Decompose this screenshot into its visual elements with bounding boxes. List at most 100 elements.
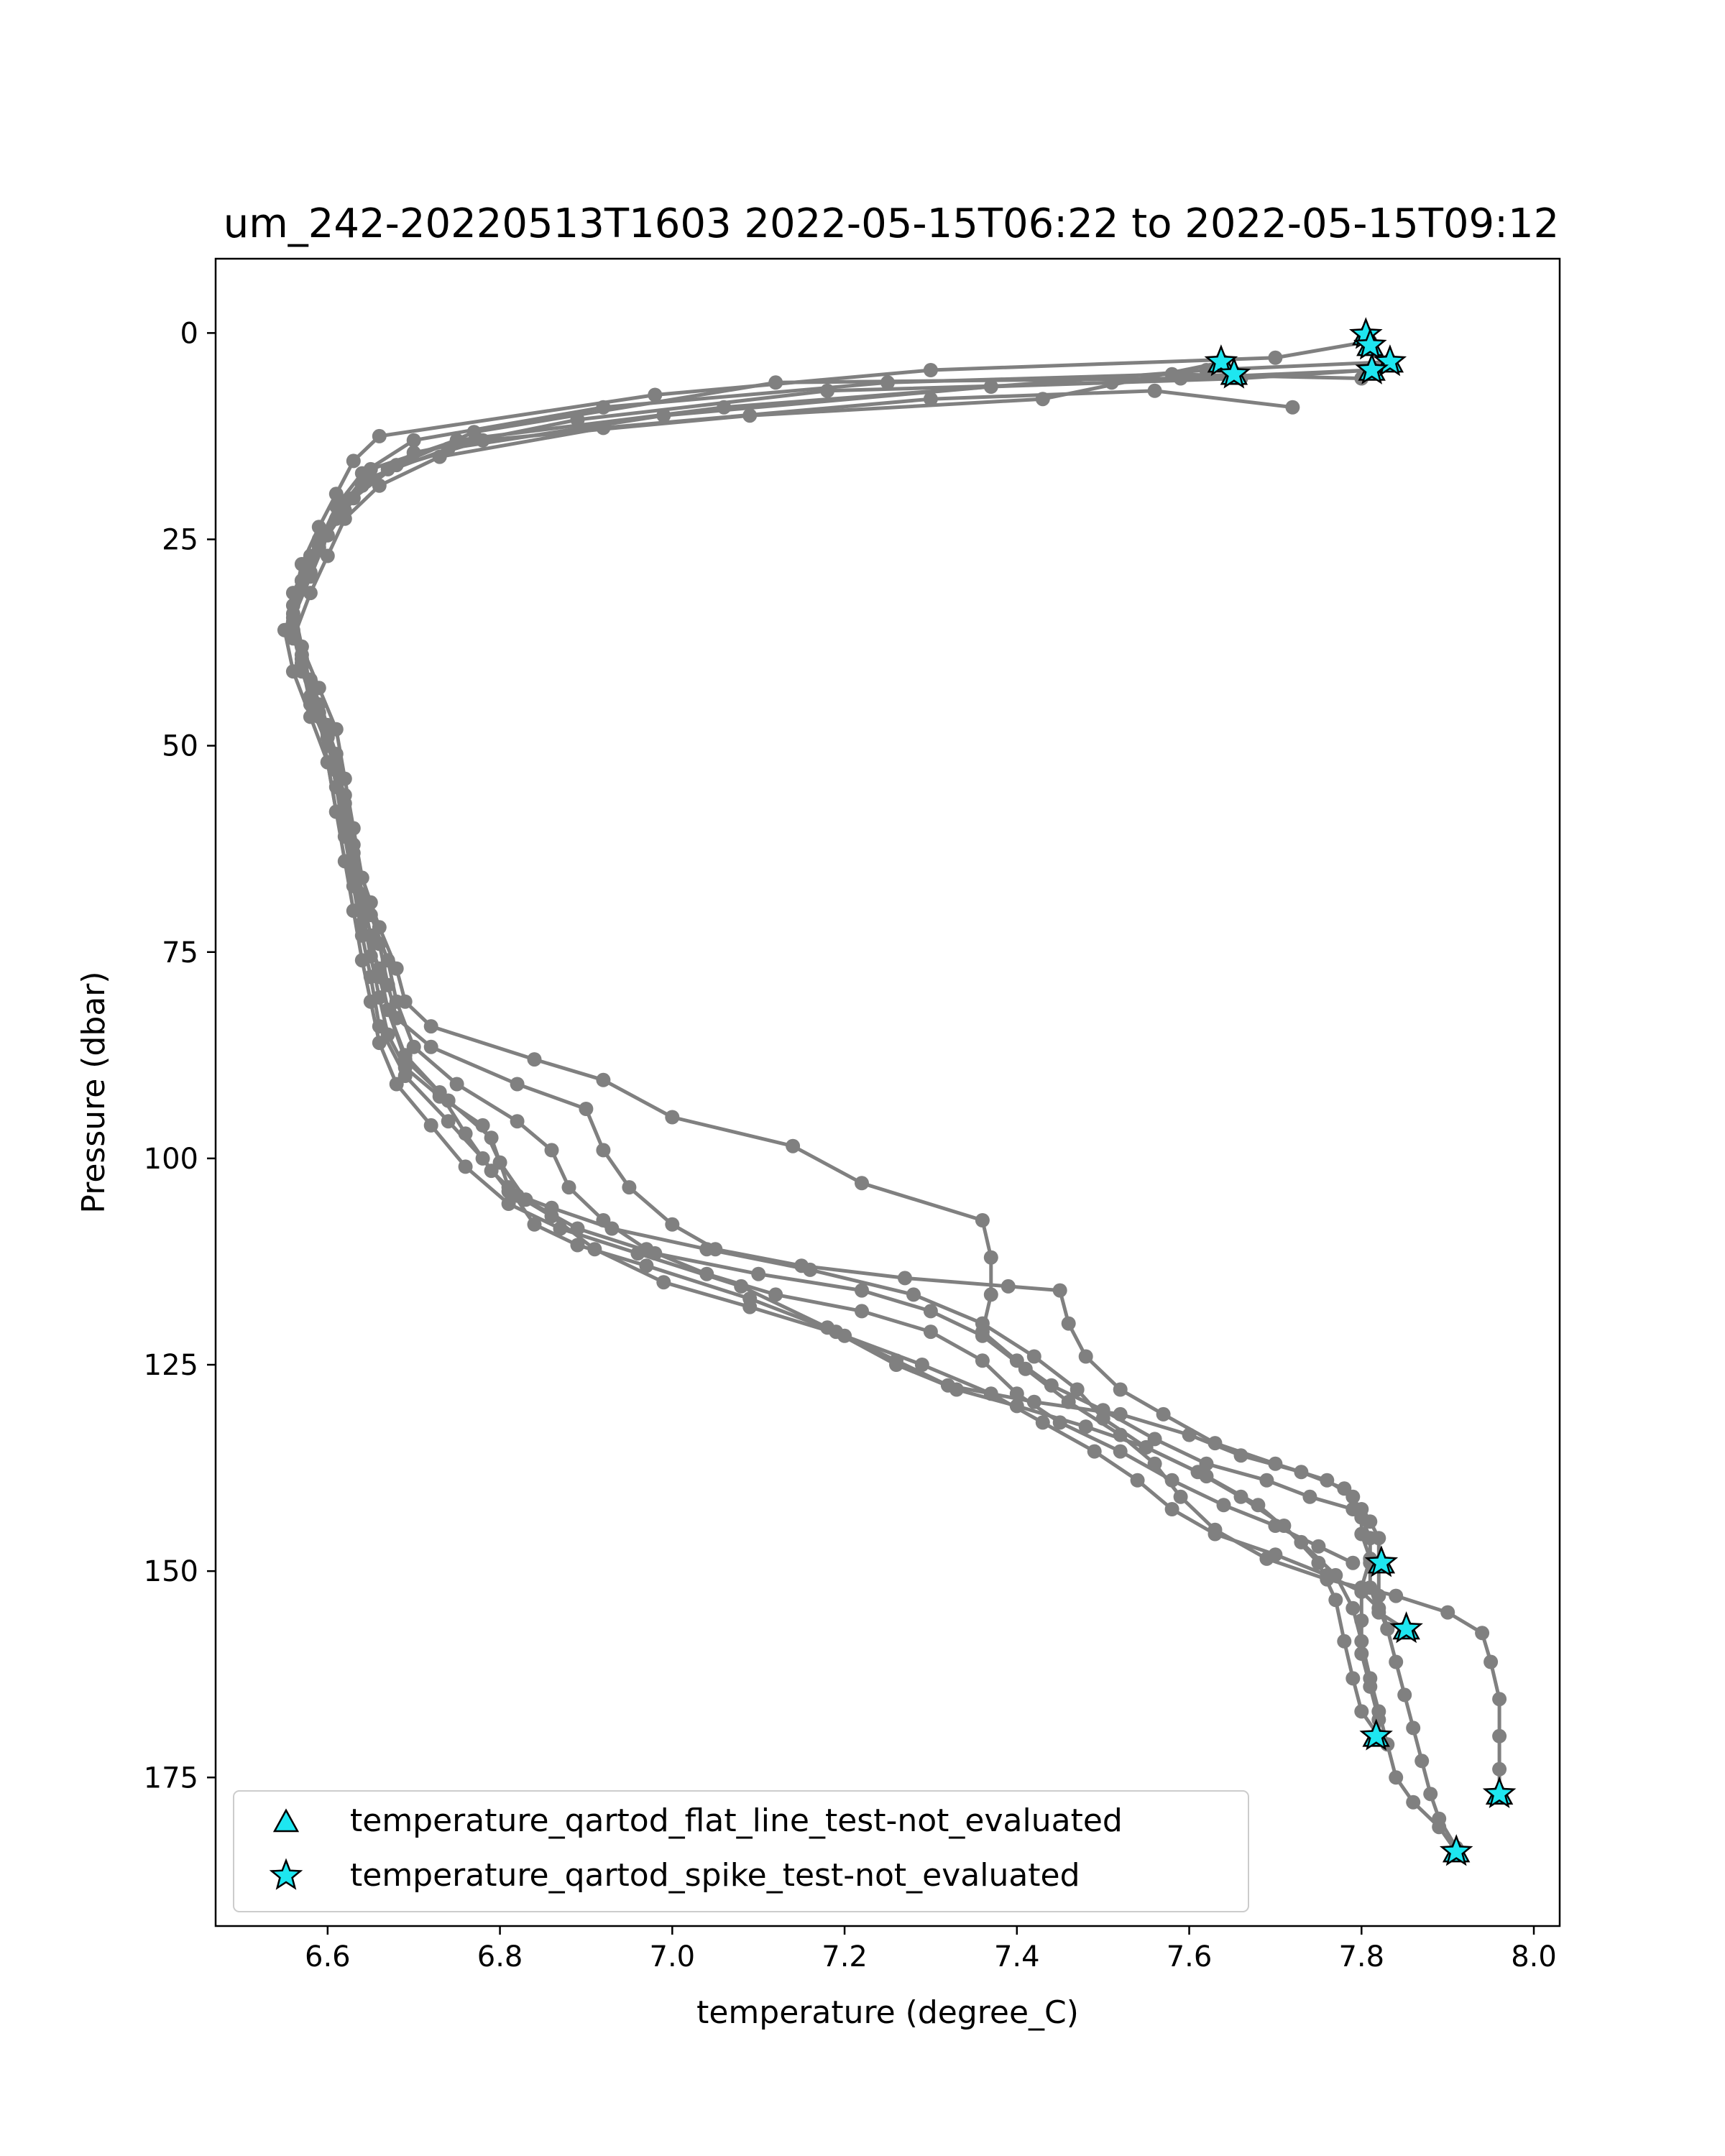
data-point bbox=[1389, 1654, 1404, 1669]
data-point bbox=[923, 1304, 938, 1319]
data-point bbox=[1363, 1671, 1378, 1686]
data-point bbox=[596, 400, 611, 415]
data-point bbox=[1087, 1444, 1102, 1459]
plot-frame bbox=[214, 257, 1561, 1927]
data-point bbox=[475, 433, 490, 448]
data-point bbox=[510, 1077, 525, 1092]
y-axis: 0 25 50 75 100 125 150 175 bbox=[144, 317, 216, 1795]
x-tick-label: 7.6 bbox=[1167, 1940, 1213, 1973]
y-tick-label: 175 bbox=[144, 1761, 198, 1795]
data-point bbox=[1268, 1519, 1283, 1533]
data-point bbox=[1354, 1526, 1369, 1542]
data-point bbox=[983, 1250, 998, 1265]
data-point bbox=[596, 1143, 611, 1158]
data-point bbox=[1371, 1600, 1386, 1616]
data-point bbox=[906, 1287, 921, 1302]
data-point bbox=[475, 1118, 490, 1133]
data-point bbox=[328, 763, 344, 778]
data-point bbox=[458, 1159, 473, 1174]
y-tick-label: 50 bbox=[162, 730, 198, 763]
chart-title: um_242-20220513T1603 2022-05-15T06:22 to… bbox=[224, 201, 1560, 247]
triangle-marker-icon bbox=[272, 1808, 300, 1833]
data-point bbox=[923, 392, 938, 407]
data-point bbox=[1233, 1448, 1248, 1463]
data-point bbox=[768, 1287, 783, 1302]
data-point bbox=[432, 449, 447, 464]
data-point bbox=[751, 1266, 766, 1281]
data-point bbox=[1354, 1584, 1369, 1599]
data-point bbox=[1052, 1283, 1067, 1298]
data-point bbox=[397, 1069, 413, 1083]
data-point bbox=[1354, 1502, 1369, 1516]
data-point bbox=[561, 1180, 576, 1195]
data-point bbox=[1320, 1567, 1335, 1583]
data-point bbox=[346, 491, 361, 506]
data-point bbox=[699, 1266, 714, 1281]
data-point bbox=[441, 1114, 456, 1129]
spike-flag-marker bbox=[1482, 1776, 1517, 1809]
data-point bbox=[570, 1238, 585, 1253]
data-point bbox=[1268, 1547, 1283, 1562]
data-point bbox=[544, 1143, 559, 1158]
star-marker-icon bbox=[269, 1858, 303, 1890]
data-point bbox=[423, 1019, 438, 1034]
data-point bbox=[1311, 1539, 1326, 1554]
data-point bbox=[742, 1299, 758, 1314]
data-point bbox=[1346, 1600, 1361, 1616]
data-point bbox=[328, 499, 344, 514]
data-point bbox=[837, 1328, 852, 1343]
data-point bbox=[699, 1242, 714, 1257]
data-point bbox=[1164, 367, 1179, 382]
data-point bbox=[1440, 1605, 1455, 1620]
data-point bbox=[423, 1118, 438, 1133]
data-point bbox=[380, 1003, 395, 1018]
x-axis-label: temperature (degree_C) bbox=[696, 1994, 1079, 2031]
data-point bbox=[1199, 1469, 1214, 1484]
spike-flag-marker bbox=[1355, 352, 1389, 384]
data-point bbox=[1389, 1770, 1404, 1785]
legend-label-flat-line: temperature_qartod_flat_line_test-not_ev… bbox=[350, 1802, 1123, 1839]
data-point bbox=[570, 413, 585, 427]
data-point bbox=[380, 461, 395, 476]
data-point bbox=[983, 1386, 998, 1401]
data-point bbox=[975, 1328, 990, 1343]
data-point bbox=[639, 1242, 654, 1257]
data-point bbox=[1354, 1634, 1369, 1649]
data-point bbox=[1026, 1349, 1041, 1364]
data-point bbox=[303, 672, 318, 687]
spike-flag-marker bbox=[1389, 1611, 1423, 1644]
data-point bbox=[1208, 1526, 1223, 1542]
data-point bbox=[975, 1316, 990, 1331]
data-point bbox=[1052, 1415, 1067, 1430]
data-point bbox=[1113, 1382, 1128, 1397]
data-point bbox=[656, 1275, 671, 1290]
data-point bbox=[622, 1180, 637, 1195]
spike-flag-marker bbox=[1364, 1545, 1399, 1577]
data-point bbox=[1044, 1378, 1059, 1393]
data-point bbox=[975, 1353, 990, 1368]
data-point bbox=[1095, 1411, 1110, 1426]
data-point bbox=[1354, 1704, 1369, 1719]
data-point bbox=[1406, 1795, 1421, 1810]
flagged-points bbox=[1204, 317, 1517, 1866]
data-point bbox=[639, 1258, 654, 1273]
data-point bbox=[320, 548, 335, 563]
data-point bbox=[320, 717, 335, 732]
data-point bbox=[372, 1019, 387, 1034]
data-point bbox=[311, 536, 326, 551]
spike-flag-marker bbox=[1204, 344, 1238, 377]
data-point bbox=[372, 1036, 387, 1051]
y-tick-label: 25 bbox=[162, 523, 198, 556]
data-point bbox=[1302, 1489, 1317, 1504]
data-point bbox=[1078, 1419, 1093, 1434]
data-point bbox=[914, 1358, 929, 1372]
y-tick-label: 75 bbox=[162, 936, 198, 969]
data-point bbox=[596, 1213, 611, 1227]
x-tick-label: 6.6 bbox=[305, 1940, 351, 1973]
data-point bbox=[337, 813, 352, 827]
data-point bbox=[1113, 1444, 1128, 1459]
data-point bbox=[855, 1304, 869, 1319]
data-point bbox=[949, 1382, 964, 1397]
data-point bbox=[579, 1102, 594, 1116]
data-point bbox=[1070, 1382, 1085, 1397]
